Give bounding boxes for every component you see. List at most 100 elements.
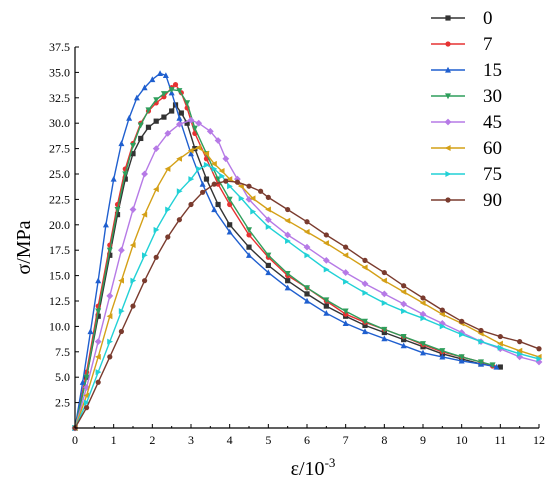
x-tick-label: 9 [420, 433, 426, 447]
x-axis-title-exponent: -3 [325, 455, 336, 470]
data-point-75 [95, 369, 102, 376]
data-point-45 [400, 300, 408, 308]
data-point-75 [304, 252, 311, 259]
y-tick-label: 15.0 [49, 269, 70, 283]
data-point-90 [265, 194, 271, 200]
data-point-45 [152, 145, 160, 152]
data-point-0 [323, 303, 329, 309]
data-point-75 [84, 399, 90, 406]
data-point-7 [246, 232, 252, 238]
data-point-90 [459, 318, 465, 324]
data-point-60 [95, 353, 101, 360]
legend-item-90: 90 [431, 190, 502, 211]
data-point-0 [122, 176, 128, 182]
data-point-60 [342, 252, 349, 259]
legend-label: 45 [483, 112, 502, 133]
data-point-75 [211, 165, 218, 172]
data-point-15 [133, 94, 140, 101]
data-point-30 [145, 107, 152, 114]
data-point-30 [168, 87, 175, 93]
data-point-90 [420, 295, 426, 301]
data-point-75 [381, 300, 388, 307]
series-7 [72, 81, 496, 431]
data-point-0 [153, 118, 159, 124]
data-point-75 [250, 208, 257, 215]
legend-item-30: 30 [431, 86, 502, 107]
data-point-45 [106, 292, 114, 300]
data-point-90 [142, 278, 148, 284]
series-15 [72, 70, 500, 431]
y-tick-label: 2.5 [55, 396, 70, 410]
data-point-45 [195, 119, 203, 127]
legend-item-0: 0 [431, 8, 493, 29]
data-point-15 [118, 140, 125, 147]
data-point-0 [95, 313, 101, 319]
data-point-30 [420, 341, 426, 347]
y-tick-label: 37.5 [49, 40, 70, 54]
legend-marker [445, 15, 451, 21]
series-line-45 [74, 119, 540, 429]
series-0 [72, 102, 503, 431]
y-tick-label: 20.0 [49, 218, 70, 232]
data-point-0 [362, 322, 368, 328]
data-point-75 [459, 331, 465, 338]
data-point-60 [226, 176, 233, 183]
data-point-45 [264, 216, 272, 224]
data-point-75 [219, 173, 226, 180]
x-axis-title: ε/10-3 [291, 455, 336, 480]
x-tick-label: 12 [533, 433, 545, 447]
x-tick-label: 7 [343, 433, 349, 447]
data-point-90 [401, 283, 407, 289]
data-point-90 [176, 217, 182, 223]
data-point-0 [114, 212, 121, 218]
data-point-45 [419, 310, 427, 318]
data-point-90 [165, 234, 171, 240]
legend-label: 0 [483, 8, 493, 29]
data-point-0 [215, 201, 221, 208]
data-point-15 [162, 72, 169, 79]
y-tick-label: 32.5 [49, 91, 70, 105]
data-point-75 [238, 195, 245, 202]
data-point-30 [130, 142, 136, 149]
data-point-30 [362, 318, 368, 325]
data-point-0 [227, 222, 233, 228]
series-line-30 [74, 88, 493, 429]
legend-item-15: 15 [431, 60, 502, 81]
data-point-75 [188, 176, 195, 183]
data-point-90 [258, 188, 264, 194]
data-point-90 [381, 269, 387, 276]
legend-marker [444, 145, 451, 151]
data-point-45 [303, 243, 311, 251]
data-point-15 [458, 357, 465, 364]
data-point-0 [169, 108, 175, 114]
series-60 [71, 144, 542, 431]
x-tick-label: 3 [188, 433, 194, 447]
data-point-90 [517, 339, 523, 345]
data-point-0 [265, 262, 271, 269]
data-point-45 [164, 129, 172, 137]
data-point-45 [380, 290, 388, 298]
y-tick-label: 5.0 [55, 370, 70, 384]
data-point-30 [83, 374, 90, 381]
data-point-15 [87, 328, 94, 335]
data-point-90 [362, 257, 368, 263]
y-tick-label: 7.5 [55, 345, 70, 359]
data-point-15 [149, 76, 156, 83]
data-point-60 [400, 288, 407, 295]
data-point-45 [118, 246, 125, 254]
data-point-60 [361, 264, 368, 271]
data-point-45 [176, 120, 183, 128]
data-point-45 [94, 338, 102, 346]
data-point-90 [439, 307, 445, 313]
data-point-75 [196, 165, 202, 172]
data-point-60 [265, 206, 271, 213]
data-point-90 [84, 405, 90, 411]
legend-marker [445, 41, 451, 47]
data-point-75 [362, 289, 369, 296]
data-point-30 [95, 308, 102, 315]
data-point-15 [211, 206, 218, 213]
legend-marker [445, 93, 451, 100]
legend-marker [445, 197, 451, 203]
x-tick-label: 1 [111, 433, 117, 447]
data-point-30 [284, 270, 291, 277]
